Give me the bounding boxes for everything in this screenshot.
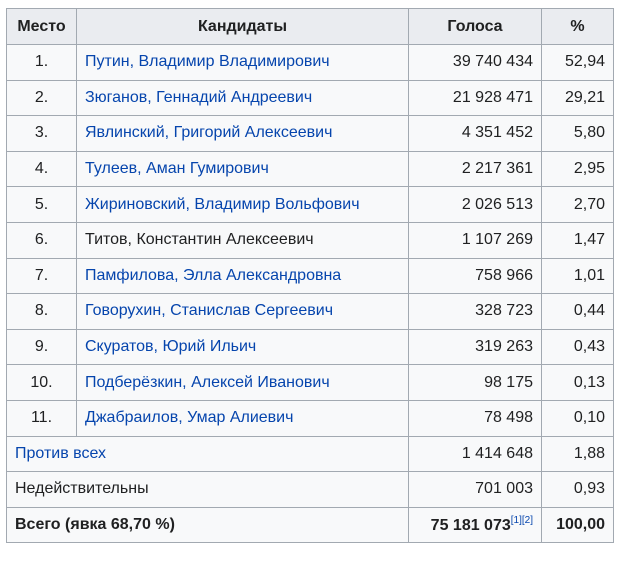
votes-cell: 98 175 <box>408 364 542 401</box>
percent-cell: 29,21 <box>541 79 614 117</box>
header-percent: % <box>541 8 614 45</box>
percent-cell: 0,44 <box>541 293 614 330</box>
percent-cell: 2,95 <box>541 150 614 188</box>
table-row: 4. Тулеев, Аман Гумирович 2 217 361 2,95 <box>6 150 614 188</box>
place-cell: 8. <box>6 293 77 330</box>
table-row: 6. Титов, Константин Алексеевич 1 107 269 1… <box>6 221 614 259</box>
percent-cell: 52,94 <box>541 44 614 81</box>
table-row: 5. Жириновский, Владимир Вольфович 2 026 5… <box>6 186 614 223</box>
table-row: 7. Памфилова, Элла Александровна 758 966 1,… <box>6 257 614 295</box>
place-cell: 10. <box>6 364 77 401</box>
table-row: 3. Явлинский, Григорий Алексеевич 4 351 45… <box>6 115 614 152</box>
place-cell: 9. <box>6 328 77 366</box>
table-row: 10. Подберёзкин, Алексей Иванович 98 175 0,… <box>6 364 614 401</box>
total-label: Всего (явка 68,70 %) <box>6 506 409 544</box>
candidate-cell: Явлинский, Григорий Алексеевич <box>76 115 409 152</box>
against-all-percent: 1,88 <box>541 435 614 473</box>
votes-cell: 4 351 452 <box>408 115 542 152</box>
candidate-link[interactable]: Путин, Владимир Владимирович <box>85 53 330 71</box>
invalid-row: Недействительны 701 003 0,93 <box>6 471 614 508</box>
header-candidates: Кандидаты <box>76 8 409 45</box>
votes-cell: 78 498 <box>408 399 542 437</box>
total-votes: 75 181 073 <box>430 517 511 535</box>
table-row: 11. Джабраилов, Умар Алиевич 78 498 0,10 <box>6 399 614 437</box>
table-row: 2. Зюганов, Геннадий Андреевич 21 928 471 2… <box>6 79 614 117</box>
candidate-link[interactable]: Жириновский, Владимир Вольфович <box>85 195 360 213</box>
header-row: Место Кандидаты Голоса % <box>6 8 614 45</box>
percent-cell: 5,80 <box>541 115 614 152</box>
candidate-link[interactable]: Памфилова, Элла Александровна <box>85 266 342 284</box>
place-cell: 5. <box>6 186 77 223</box>
table-row: 8. Говорухин, Станислав Сергеевич 328 723 0… <box>6 293 614 330</box>
candidate-name: Титов, Константин Алексеевич <box>85 231 314 249</box>
invalid-label: Недействительны <box>6 471 409 508</box>
candidate-link[interactable]: Джабраилов, Умар Алиевич <box>85 409 294 427</box>
candidate-link[interactable]: Скуратов, Юрий Ильич <box>85 338 257 356</box>
reference-links[interactable]: [1][2] <box>510 515 533 527</box>
candidate-link[interactable]: Говорухин, Станислав Сергеевич <box>85 302 334 320</box>
percent-cell: 0,13 <box>541 364 614 401</box>
total-votes-cell: 75 181 073[1][2] <box>408 506 542 544</box>
candidate-link[interactable]: Подберёзкин, Алексей Иванович <box>85 373 330 391</box>
votes-cell: 39 740 434 <box>408 44 542 81</box>
votes-cell: 21 928 471 <box>408 79 542 117</box>
votes-cell: 2 217 361 <box>408 150 542 188</box>
votes-cell: 2 026 513 <box>408 186 542 223</box>
candidate-cell: Жириновский, Владимир Вольфович <box>76 186 409 223</box>
votes-cell: 319 263 <box>408 328 542 366</box>
total-row: Всего (явка 68,70 %) 75 181 073[1][2] 10… <box>6 506 614 544</box>
percent-cell: 2,70 <box>541 186 614 223</box>
candidate-cell: Титов, Константин Алексеевич <box>76 221 409 259</box>
against-all-votes: 1 414 648 <box>408 435 542 473</box>
place-cell: 6. <box>6 221 77 259</box>
candidate-cell: Зюганов, Геннадий Андреевич <box>76 79 409 117</box>
place-cell: 11. <box>6 399 77 437</box>
table-row: 9. Скуратов, Юрий Ильич 319 263 0,43 <box>6 328 614 366</box>
header-place: Место <box>6 8 77 45</box>
against-all-row: Против всех 1 414 648 1,88 <box>6 435 614 473</box>
candidate-cell: Подберёзкин, Алексей Иванович <box>76 364 409 401</box>
candidate-cell: Говорухин, Станислав Сергеевич <box>76 293 409 330</box>
place-cell: 3. <box>6 115 77 152</box>
place-cell: 7. <box>6 257 77 295</box>
candidate-link[interactable]: Зюганов, Геннадий Андреевич <box>85 88 313 106</box>
candidate-cell: Тулеев, Аман Гумирович <box>76 150 409 188</box>
percent-cell: 0,43 <box>541 328 614 366</box>
candidate-cell: Памфилова, Элла Александровна <box>76 257 409 295</box>
table-row: 1. Путин, Владимир Владимирович 39 740 434… <box>6 44 614 81</box>
percent-cell: 1,47 <box>541 221 614 259</box>
header-votes: Голоса <box>408 8 542 45</box>
candidate-cell: Скуратов, Юрий Ильич <box>76 328 409 366</box>
percent-cell: 1,01 <box>541 257 614 295</box>
election-results-table: Место Кандидаты Голоса % 1. Путин, Владим… <box>6 8 614 544</box>
invalid-percent: 0,93 <box>541 471 614 508</box>
place-cell: 2. <box>6 79 77 117</box>
against-all-link[interactable]: Против всех <box>15 444 107 462</box>
candidate-link[interactable]: Явлинский, Григорий Алексеевич <box>85 124 333 142</box>
percent-cell: 0,10 <box>541 399 614 437</box>
invalid-votes: 701 003 <box>408 471 542 508</box>
votes-cell: 1 107 269 <box>408 221 542 259</box>
place-cell: 1. <box>6 44 77 81</box>
total-percent: 100,00 <box>541 506 614 544</box>
candidate-cell: Путин, Владимир Владимирович <box>76 44 409 81</box>
candidate-link[interactable]: Тулеев, Аман Гумирович <box>85 160 269 178</box>
votes-cell: 758 966 <box>408 257 542 295</box>
votes-cell: 328 723 <box>408 293 542 330</box>
place-cell: 4. <box>6 150 77 188</box>
candidate-cell: Джабраилов, Умар Алиевич <box>76 399 409 437</box>
